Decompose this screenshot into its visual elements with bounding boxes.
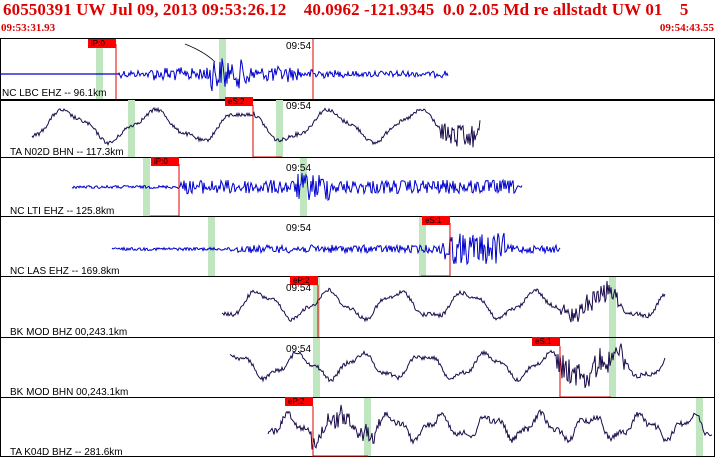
trace-panel[interactable]: eS:2 09:54 TA N02D BHN -- 117.3km xyxy=(0,97,715,158)
window-end-time: 09:54:43.55 xyxy=(659,22,714,34)
window-marker xyxy=(609,338,616,397)
time-tick-label: 09:54 xyxy=(286,163,311,174)
pick-flag[interactable] xyxy=(88,39,116,48)
pick-flag[interactable] xyxy=(285,397,313,406)
trace-panel[interactable]: eP:2 09:54 BK MOD BHZ 00,243.1km xyxy=(0,276,715,338)
event-title: 60550391 UW Jul 09, 2013 09:53:26.12 40.… xyxy=(3,0,689,19)
window-marker xyxy=(696,398,703,456)
waveform-trace xyxy=(267,404,713,450)
window-marker xyxy=(313,277,320,337)
waveform-trace xyxy=(117,58,449,92)
station-label: NC LAS EHZ -- 169.8km xyxy=(10,266,119,277)
station-label: TA N02D BHN -- 117.3km xyxy=(10,147,124,158)
pick-flag[interactable] xyxy=(151,157,179,166)
trace-panel[interactable]: eP:2 TA K04D BHZ -- 281.6km xyxy=(0,397,715,458)
trace-panel[interactable]: iP:0 09:54 NC LTI EHZ -- 125.8km xyxy=(0,157,715,217)
pick-label: eS:2 xyxy=(228,97,245,106)
pick-flag[interactable] xyxy=(290,276,318,285)
window-marker xyxy=(143,158,150,216)
pick-flag[interactable] xyxy=(532,337,560,346)
station-label: NC LBC EHZ -- 96.1km xyxy=(2,88,106,99)
pick-label: iP:0 xyxy=(91,39,105,48)
waveform-trace xyxy=(221,280,666,323)
window-marker xyxy=(364,398,371,456)
trace-panel[interactable]: iP:0 09:54 NC LBC EHZ -- 96.1km xyxy=(0,38,715,101)
window-marker xyxy=(128,100,135,157)
pick-label: eS:1 xyxy=(425,216,442,225)
window-marker xyxy=(208,217,215,276)
window-marker xyxy=(419,217,426,276)
time-tick-label: 09:54 xyxy=(286,283,311,294)
pick-label: iP:0 xyxy=(154,157,168,166)
station-label: NC LTI EHZ -- 125.8km xyxy=(10,206,114,217)
window-marker xyxy=(313,338,320,397)
pick-flag[interactable] xyxy=(225,97,253,106)
annotation-arc xyxy=(184,43,216,63)
time-tick-label: 09:54 xyxy=(286,41,311,52)
window-start-time: 09:53:31.93 xyxy=(1,22,56,34)
waveform-trace xyxy=(229,343,666,389)
waveform-trace xyxy=(111,232,561,266)
pick-label: eP:2 xyxy=(288,397,305,406)
window-marker xyxy=(609,277,616,337)
panel-border xyxy=(0,38,715,101)
time-tick-label: 09:54 xyxy=(286,101,311,112)
waveform-trace xyxy=(71,173,523,202)
time-tick-label: 09:54 xyxy=(286,223,311,234)
pick-label: eS:1 xyxy=(535,337,552,346)
pick-label: eP:2 xyxy=(293,276,310,285)
pick-flag[interactable] xyxy=(422,216,450,225)
pick-line xyxy=(559,346,611,398)
window-marker xyxy=(219,39,226,100)
pick-line xyxy=(312,406,368,457)
event-header: 60550391 UW Jul 09, 2013 09:53:26.12 40.… xyxy=(0,0,716,36)
station-label: BK MOD BHZ 00,243.1km xyxy=(10,327,127,338)
pick-line xyxy=(150,164,180,217)
window-marker xyxy=(276,100,283,157)
waveform-trace xyxy=(31,106,481,148)
trace-panel[interactable]: eS:1 09:54 BK MOD BHN 00,243.1km xyxy=(0,337,715,398)
time-tick-label: 09:54 xyxy=(286,344,311,355)
station-label: TA K04D BHZ -- 281.6km xyxy=(10,447,123,458)
station-label: BK MOD BHN 00,243.1km xyxy=(10,387,128,398)
window-marker xyxy=(96,39,103,100)
trace-panel[interactable]: eS:1 09:54 NC LAS EHZ -- 169.8km xyxy=(0,216,715,277)
